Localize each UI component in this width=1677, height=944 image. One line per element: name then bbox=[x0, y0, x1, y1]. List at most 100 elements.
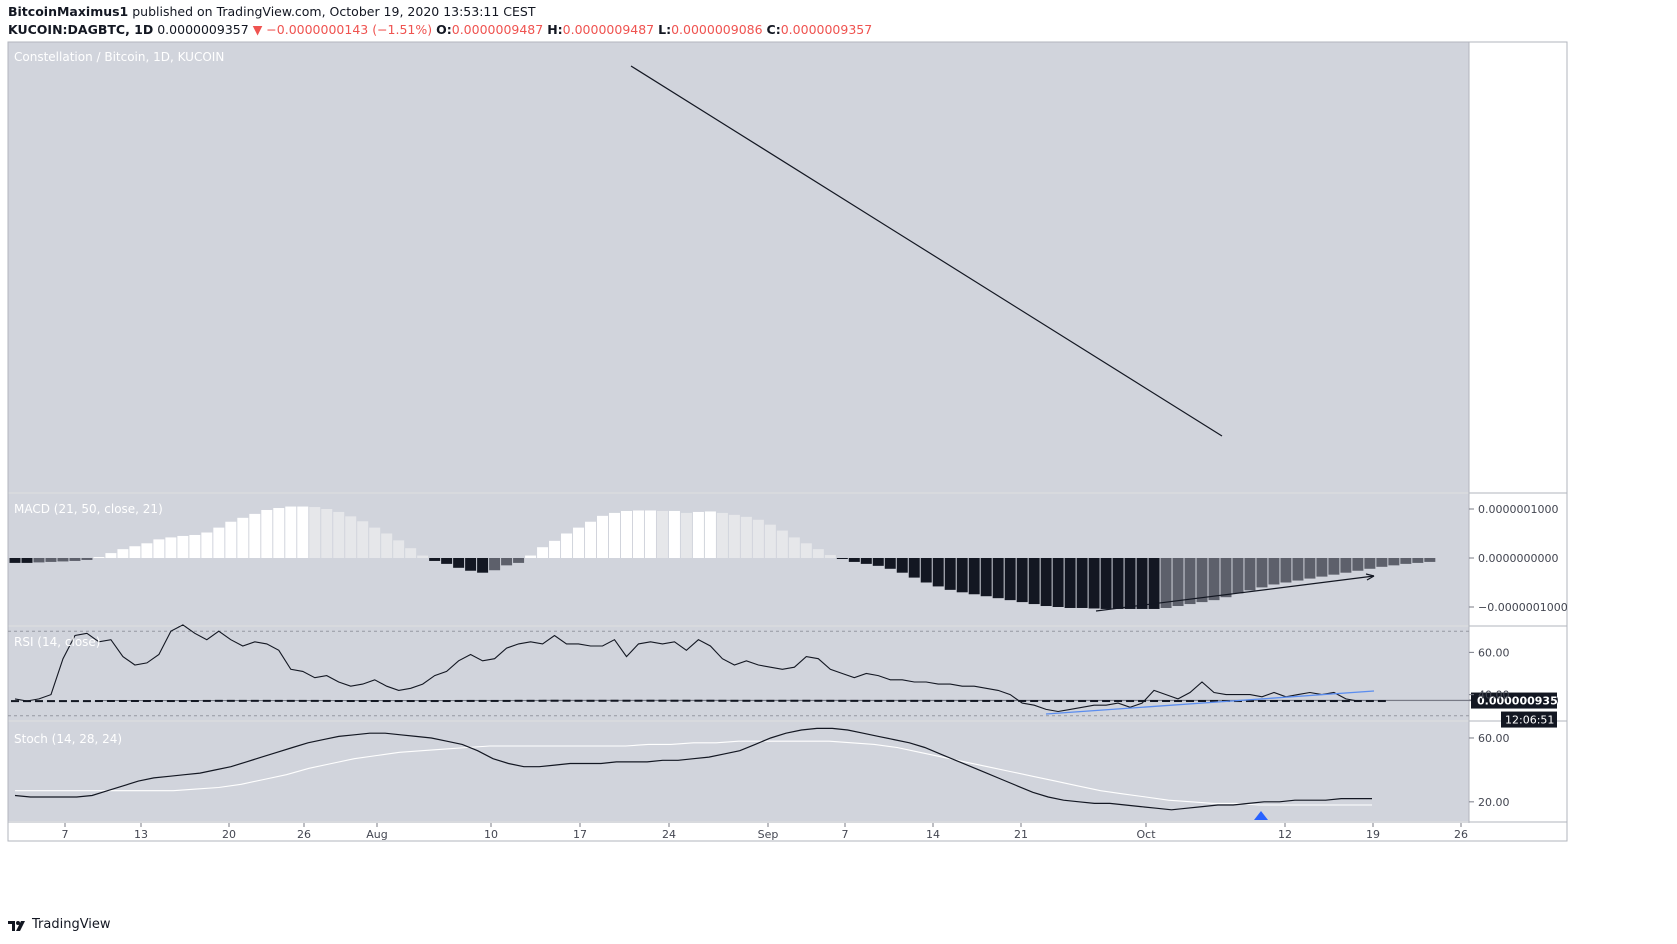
candle-body bbox=[802, 699, 811, 702]
macd-histogram-bar bbox=[1340, 558, 1352, 573]
pane-rsi bbox=[8, 627, 1469, 720]
rsi-line bbox=[14, 624, 1358, 713]
macd-trend-arrow bbox=[1095, 575, 1375, 612]
x-tick-label: 13 bbox=[134, 828, 148, 841]
macd-histogram-bar bbox=[537, 547, 549, 558]
candle-body bbox=[34, 700, 43, 703]
candle-body bbox=[118, 699, 127, 702]
macd-histogram-bar bbox=[573, 527, 585, 558]
candle-body bbox=[322, 699, 331, 702]
candle-body bbox=[1078, 700, 1087, 703]
candle-body bbox=[694, 699, 703, 702]
bullish-cross-marker-icon bbox=[1254, 811, 1268, 820]
candle-body bbox=[550, 699, 559, 702]
macd-histogram-bar bbox=[980, 558, 992, 597]
macd-histogram-bar bbox=[321, 509, 333, 558]
candle-body bbox=[1066, 700, 1075, 703]
candle-body bbox=[370, 700, 379, 703]
macd-histogram-bar bbox=[896, 558, 908, 573]
macd-histogram-bar bbox=[597, 515, 609, 558]
candle-body bbox=[214, 699, 223, 702]
candle-body bbox=[766, 699, 775, 702]
candle-body bbox=[1269, 700, 1278, 703]
macd-histogram-bar bbox=[465, 558, 477, 571]
candle-body bbox=[286, 699, 295, 702]
candle-body bbox=[874, 699, 883, 702]
macd-histogram-bar bbox=[1004, 558, 1016, 601]
x-tick-label: 7 bbox=[62, 828, 69, 841]
high-value: 0.0000009487 bbox=[562, 22, 655, 37]
x-tick-label: Sep bbox=[758, 828, 779, 841]
x-tick-label: Aug bbox=[366, 828, 387, 841]
candle-body bbox=[394, 700, 403, 703]
author-name[interactable]: BitcoinMaximus1 bbox=[8, 4, 129, 19]
candle-body bbox=[190, 700, 199, 703]
tradingview-logo-icon bbox=[8, 920, 25, 931]
macd-histogram-bar bbox=[213, 527, 225, 558]
candle-body bbox=[718, 699, 727, 702]
close-label: C: bbox=[766, 22, 781, 37]
macd-histogram-bar bbox=[357, 521, 369, 558]
macd-histogram-bar bbox=[848, 558, 860, 562]
macd-histogram-bar bbox=[561, 533, 573, 558]
macd-histogram-bar bbox=[1328, 558, 1340, 575]
macd-histogram-bar bbox=[1148, 558, 1160, 609]
candle-body bbox=[514, 699, 523, 702]
macd-title: MACD (21, 50, close, 21) bbox=[14, 502, 163, 516]
candle-body bbox=[94, 700, 103, 703]
x-tick-label: 14 bbox=[926, 828, 940, 841]
macd-histogram-bar bbox=[81, 558, 93, 560]
macd-histogram-bar bbox=[249, 513, 261, 558]
macd-histogram-bar bbox=[33, 558, 45, 563]
macd-histogram-bar bbox=[1316, 558, 1328, 577]
candle-body bbox=[706, 699, 715, 702]
macd-histogram-bar bbox=[1304, 558, 1316, 579]
candle-body bbox=[1341, 700, 1350, 703]
candle-body bbox=[346, 700, 355, 703]
macd-y-tick-label: 0.0000000000 bbox=[1478, 552, 1558, 565]
candle-body bbox=[934, 699, 943, 702]
macd-histogram-bar bbox=[788, 537, 800, 558]
candle-body bbox=[1329, 700, 1338, 703]
macd-histogram-bar bbox=[1232, 558, 1244, 594]
macd-histogram-bar bbox=[908, 558, 920, 578]
candle-body bbox=[298, 699, 307, 702]
macd-histogram-bar bbox=[393, 540, 405, 558]
rsi-y-tick-label: 60.00 bbox=[1478, 646, 1510, 659]
macd-histogram-bar bbox=[1364, 558, 1376, 569]
macd-histogram-bar bbox=[1160, 558, 1172, 608]
candle-body bbox=[754, 699, 763, 702]
countdown-tag bbox=[1501, 711, 1557, 728]
candle-body bbox=[538, 699, 547, 702]
macd-histogram-bar bbox=[1208, 558, 1220, 601]
arrow-head-icon bbox=[1365, 573, 1375, 581]
candle-body bbox=[922, 699, 931, 702]
macd-histogram-bar bbox=[153, 539, 165, 558]
low-label: L: bbox=[658, 22, 672, 37]
candle-body bbox=[226, 699, 235, 702]
macd-histogram-bar bbox=[453, 558, 465, 568]
macd-histogram-bar bbox=[1424, 558, 1436, 562]
macd-histogram-bar bbox=[860, 558, 872, 564]
publish-info: published on TradingView.com, October 19… bbox=[132, 4, 536, 19]
candle-body bbox=[790, 699, 799, 702]
candle-body bbox=[1006, 699, 1015, 702]
macd-histogram-bar bbox=[93, 557, 105, 559]
candle-body bbox=[46, 700, 55, 703]
x-tick-label: 19 bbox=[1366, 828, 1380, 841]
x-tick-label: 26 bbox=[1454, 828, 1468, 841]
candle-body bbox=[1054, 700, 1063, 703]
stoch-y-tick-label: 60.00 bbox=[1478, 732, 1510, 745]
candle-body bbox=[1126, 700, 1135, 703]
macd-histogram-bar bbox=[800, 543, 812, 558]
macd-histogram-bar bbox=[1268, 558, 1280, 585]
candle-body bbox=[862, 699, 871, 702]
candle-body bbox=[490, 699, 499, 702]
macd-histogram-bar bbox=[549, 540, 561, 558]
candle-body bbox=[1090, 700, 1099, 703]
candle-body bbox=[11, 700, 19, 703]
macd-histogram-bar bbox=[752, 519, 764, 558]
candle-body bbox=[58, 700, 67, 703]
macd-histogram-bar bbox=[345, 516, 357, 558]
